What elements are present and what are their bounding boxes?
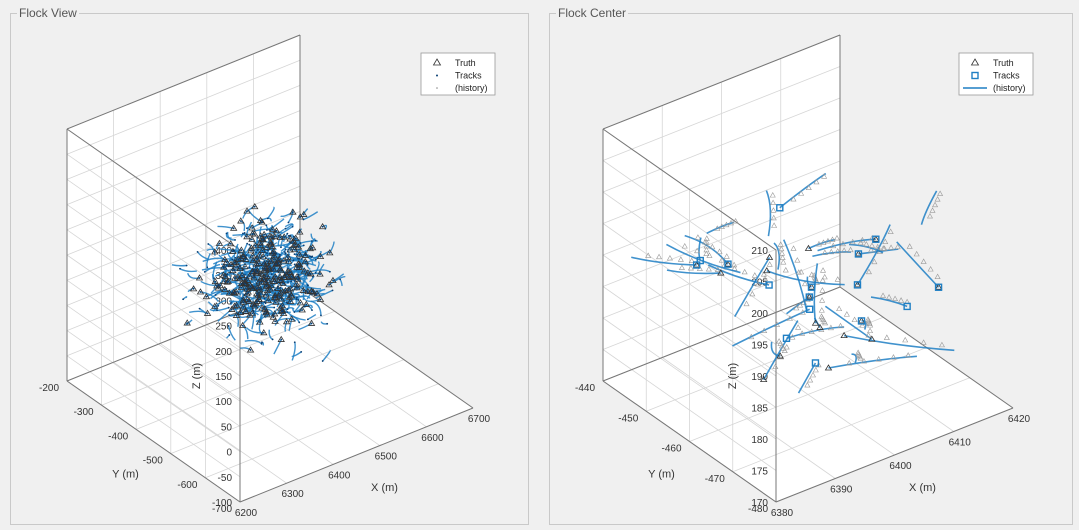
flock-view-panel: Flock View: [10, 6, 529, 525]
flock-center-panel: Flock Center: [549, 6, 1073, 525]
flock-view-title: Flock View: [17, 6, 79, 20]
flock-center-title: Flock Center: [556, 6, 629, 20]
